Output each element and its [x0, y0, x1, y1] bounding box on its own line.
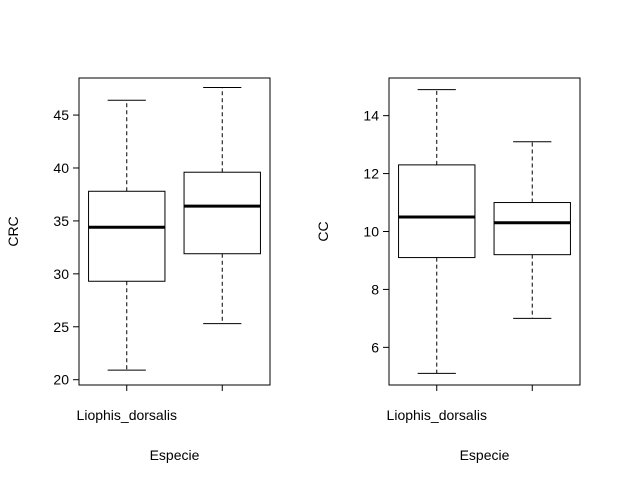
panel2-ytick-label-3: 12 [363, 166, 379, 182]
panel2-box1-iqr-rect [398, 164, 476, 259]
panel1-box2-iqr-rect [183, 171, 261, 255]
panel2-y-axis-title: CC [315, 221, 331, 241]
panel1-ytick-label-2: 30 [53, 266, 69, 282]
panel1-y-axis-title: CRC [5, 216, 21, 246]
panel1-x-axis-title: Especie [150, 447, 200, 463]
panel1-ytick-label-0: 20 [53, 372, 69, 388]
panel2-ytick-label-2: 10 [363, 224, 379, 240]
panel2-box2-iqr-rect [493, 202, 571, 256]
panel1-ytick-label-4: 40 [53, 160, 69, 176]
panel1-box1-iqr-rect [88, 190, 166, 282]
panel2-xtick-label-0: Liophis_dorsalis [387, 407, 487, 423]
panel1-xtick-label-0: Liophis_dorsalis [77, 407, 177, 423]
panel2-ytick-label-1: 8 [371, 281, 379, 297]
panel1-ytick-label-1: 25 [53, 319, 69, 335]
panel2-x-axis-title: Especie [460, 447, 510, 463]
panel2-ytick-label-0: 6 [371, 339, 379, 355]
panel2-ytick-label-4: 14 [363, 108, 379, 124]
panel1-ytick-label-5: 45 [53, 107, 69, 123]
panel1-ytick-label-3: 35 [53, 213, 69, 229]
panel1-plot-frame [78, 77, 271, 386]
